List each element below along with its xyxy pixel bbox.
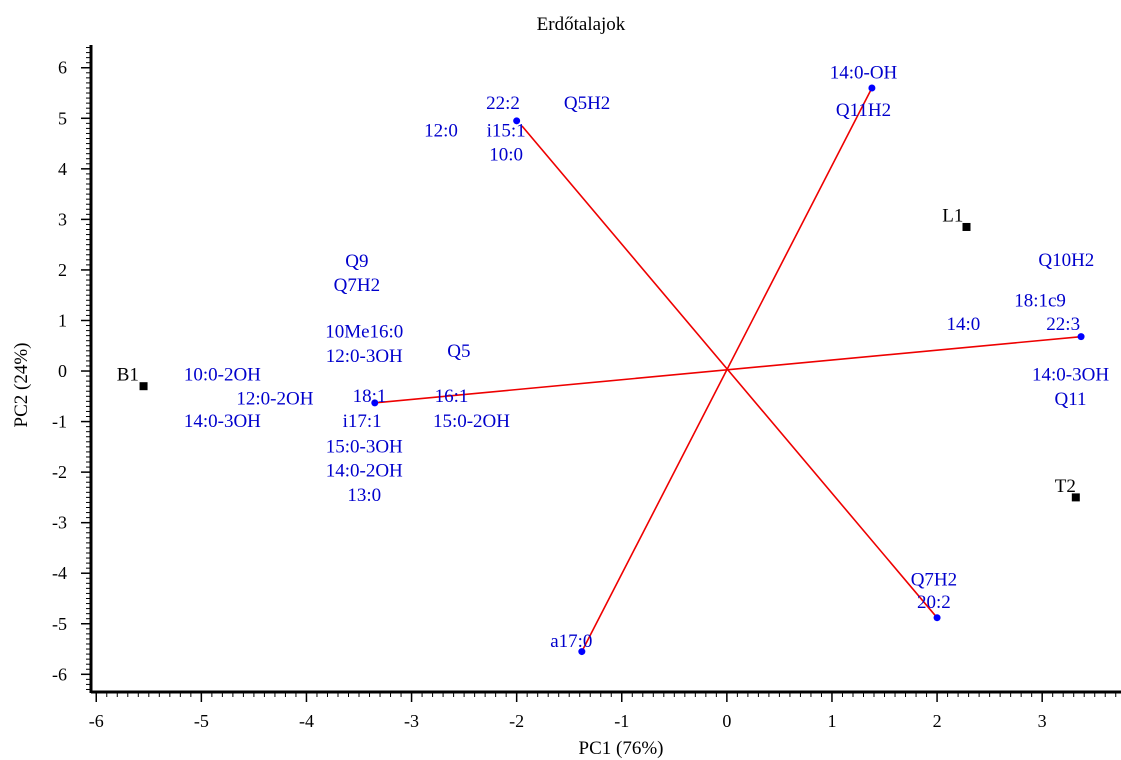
y-tick-label: 1 [58,310,67,330]
variable-label: 20:2 [917,592,951,613]
sample-marker [139,382,148,391]
x-tick-label: -6 [89,711,104,731]
loading-point [513,117,521,125]
sample-label: T2 [1055,476,1076,497]
variable-label: i15:1 [487,120,526,141]
variable-label: 18:1 [353,386,387,407]
x-tick-label: 1 [827,711,836,731]
y-tick-label: 0 [58,361,67,381]
variable-label: i17:1 [343,411,382,432]
variable-label: 14:0-2OH [326,461,403,482]
loading-point [1077,333,1085,341]
variable-label: 10:0-2OH [184,365,261,386]
variable-label: 15:0-2OH [433,411,510,432]
y-tick-label: -1 [52,412,67,432]
loading-point [578,648,586,656]
variable-label: Q5 [447,341,470,362]
loading-point [868,84,876,92]
variable-label: Q9 [345,251,368,272]
variable-label: Q7H2 [911,569,957,590]
sample-marker [962,222,971,231]
loading-point [371,399,379,407]
y-tick-label: -4 [52,563,67,583]
y-tick-label: 5 [58,108,67,128]
variable-label: 15:0-3OH [326,436,403,457]
variable-label: 14:0-OH [830,62,898,83]
y-tick-label: -5 [52,614,67,634]
loading-points [371,84,1085,656]
y-tick-label: -6 [52,664,67,684]
x-tick-label: -5 [194,711,209,731]
variable-label: 12:0-2OH [236,388,313,409]
loading-vectors [374,87,1082,652]
y-tick-label: 3 [58,209,67,229]
y-axis-label: PC2 (24%) [11,343,32,428]
variable-label: 14:0-3OH [184,411,261,432]
variable-label: 10Me16:0 [325,322,403,343]
x-tick-label: -3 [404,711,419,731]
y-tick-label: 4 [58,159,67,179]
sample-marker [1071,493,1080,502]
x-tick-label: 3 [1038,711,1047,731]
y-tick-label: 2 [58,260,67,280]
loading-point [933,614,941,622]
variable-label: Q11 [1055,389,1087,410]
chart-title: Erdőtalajok [537,14,626,35]
y-tick-label: 6 [58,58,67,78]
variable-label: 12:0 [424,120,458,141]
variable-label: 18:1c9 [1014,290,1066,311]
variable-label: a17:0 [550,631,592,652]
loading-vector [581,87,873,652]
variable-label: Q7H2 [334,275,380,296]
sample-points [139,222,1080,502]
variable-label: 13:0 [347,485,381,506]
variable-label: 14:0-3OH [1032,365,1109,386]
variable-label: 10:0 [489,145,523,166]
variable-label: 22:3 [1046,314,1080,335]
y-tick-label: -3 [52,513,67,533]
x-axis-label: PC1 (76%) [579,738,664,759]
sample-label: B1 [117,365,139,386]
variable-label: Q11H2 [836,100,891,121]
variable-label: 16:1 [435,386,469,407]
y-axis-ticks: -6 -5 -4 -3 -2 -1 0 1 2 3 4 5 6 [52,58,91,684]
variable-label: 22:2 [486,93,520,114]
loading-vector [521,125,938,619]
x-tick-label: 0 [722,711,731,731]
y-tick-label: -2 [52,462,67,482]
point-labels: 14:0-OH Q11H2 22:2 Q5H2 12:0 i15:1 10:0 L1 Q9 Q7H… [117,62,1110,652]
sample-label: L1 [942,205,963,226]
x-axis-ticks: -6 -5 -4 -3 -2 -1 0 1 2 3 [89,692,1047,731]
variable-label: Q5H2 [564,93,610,114]
x-tick-label: -2 [509,711,524,731]
x-tick-label: -1 [614,711,629,731]
variable-label: Q10H2 [1038,250,1094,271]
x-tick-label: 2 [933,711,942,731]
variable-label: 12:0-3OH [326,346,403,367]
x-tick-label: -4 [299,711,314,731]
variable-label: 14:0 [946,314,980,335]
loading-vector [374,335,1082,404]
